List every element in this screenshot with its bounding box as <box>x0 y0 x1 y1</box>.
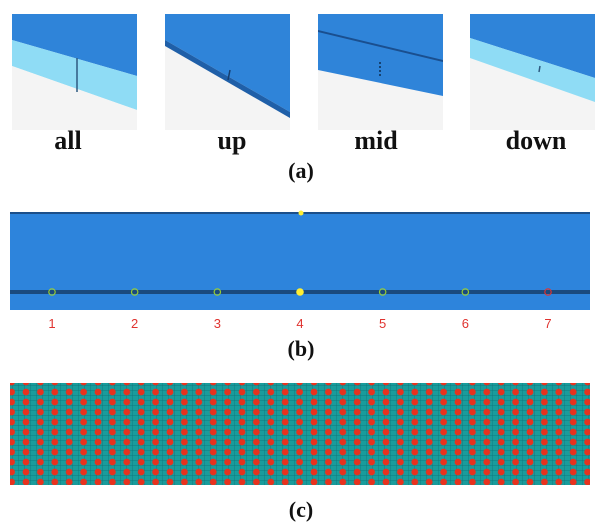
position-label: 6 <box>462 316 469 331</box>
view-label: mid <box>354 126 398 155</box>
mesh <box>10 383 590 485</box>
figure: all up mid down (a) 1 2 3 4 5 6 7 (b) (c) <box>0 0 602 527</box>
thumb-up <box>165 14 290 130</box>
position-label: 1 <box>48 316 55 331</box>
caption: (a) <box>288 158 314 183</box>
position-label: 4 <box>296 316 303 331</box>
position-label: 5 <box>379 316 386 331</box>
caption: (c) <box>289 497 313 522</box>
thumb-down <box>470 14 595 130</box>
view-label: down <box>506 126 567 155</box>
sensor-point <box>297 289 303 295</box>
view-label: all <box>54 126 81 155</box>
view-label: up <box>218 126 247 155</box>
thumb-all <box>12 14 137 130</box>
position-label: 3 <box>214 316 221 331</box>
position-label: 2 <box>131 316 138 331</box>
caption: (b) <box>288 336 315 361</box>
thumb-mid <box>318 14 443 130</box>
position-label: 7 <box>544 316 551 331</box>
